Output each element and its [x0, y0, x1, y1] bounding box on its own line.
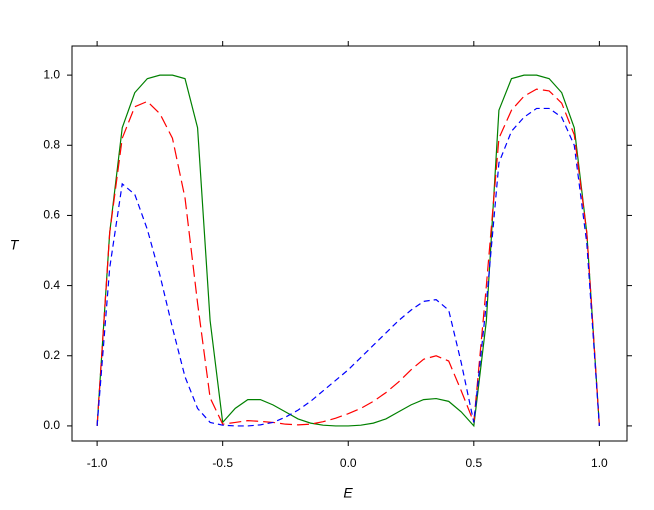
x-tick-label: 0.5 — [465, 456, 482, 470]
series-line — [96, 88, 600, 426]
series-line — [96, 74, 600, 428]
y-tick-label: 0.4 — [43, 278, 60, 292]
y-tick-label: 0.0 — [43, 418, 60, 432]
y-tick-label: 1.0 — [43, 67, 60, 81]
x-tick-label: -1.0 — [87, 456, 108, 470]
y-tick-label: 0.2 — [43, 348, 60, 362]
x-tick-label: 0.0 — [340, 456, 357, 470]
series-line — [96, 107, 600, 427]
x-axis-label: E — [343, 485, 353, 501]
y-axis-label: T — [10, 237, 20, 253]
y-tick-label: 0.6 — [43, 208, 60, 222]
x-tick-label: -0.5 — [212, 456, 233, 470]
plot-frame — [71, 45, 628, 442]
y-tick-label: 0.8 — [43, 137, 60, 151]
x-tick-label: 1.0 — [591, 456, 608, 470]
